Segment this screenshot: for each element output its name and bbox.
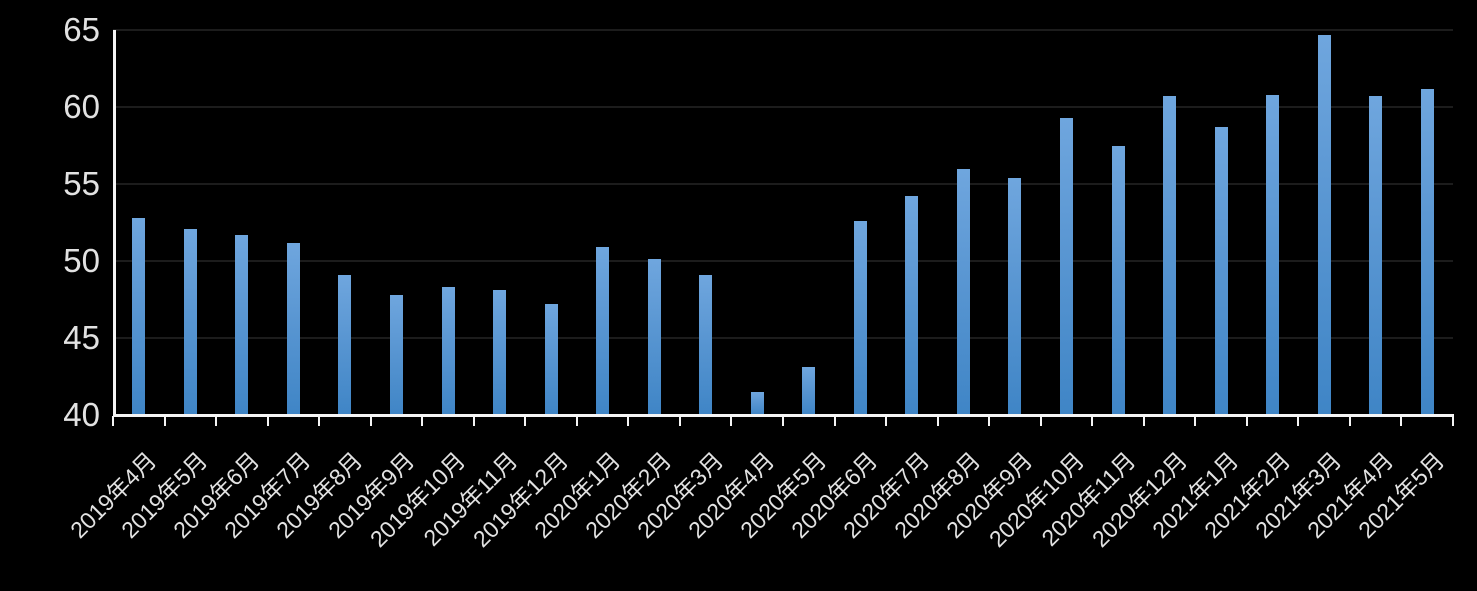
x-axis-tick <box>1452 416 1454 426</box>
bar <box>1163 96 1177 415</box>
y-tick-label: 55 <box>63 165 100 202</box>
x-axis-tick <box>1142 416 1145 426</box>
y-tick-label: 40 <box>63 396 100 433</box>
x-axis-tick <box>988 416 991 426</box>
bar <box>596 247 610 415</box>
bar <box>802 367 816 415</box>
x-axis-tick <box>730 416 733 426</box>
x-axis-line <box>113 414 1454 417</box>
bar <box>544 304 558 415</box>
bar <box>1266 94 1280 415</box>
gridline-50 <box>113 260 1453 262</box>
x-axis-tick <box>782 416 784 426</box>
bar <box>441 287 455 415</box>
bar <box>389 294 403 415</box>
x-axis-tick <box>112 416 114 426</box>
gridline-45 <box>113 337 1453 339</box>
x-axis-tick <box>1297 416 1300 426</box>
x-axis-tick <box>421 416 424 426</box>
y-tick-label: 60 <box>63 88 100 125</box>
x-axis-tick <box>163 416 166 426</box>
x-axis-tick <box>1348 416 1351 426</box>
x-axis-tick <box>1039 416 1042 426</box>
bar <box>235 234 249 415</box>
bar <box>853 220 867 415</box>
bar <box>1369 96 1383 415</box>
x-axis-tick <box>936 416 939 426</box>
gridline-60 <box>113 106 1453 108</box>
x-axis-tick <box>369 416 372 426</box>
x-axis-tick <box>1400 416 1403 426</box>
x-axis-tick <box>1194 416 1197 426</box>
bar <box>699 274 713 415</box>
gridline-65 <box>113 29 1453 31</box>
x-axis-tick <box>885 416 888 426</box>
y-tick-label: 50 <box>63 242 100 279</box>
bar <box>286 242 300 415</box>
x-axis-tick <box>215 416 218 426</box>
bar <box>1420 88 1434 415</box>
bar <box>183 228 197 415</box>
bar <box>1008 177 1022 415</box>
bar <box>905 196 919 415</box>
bar <box>1214 127 1228 415</box>
y-axis-line <box>113 30 116 417</box>
x-axis-tick <box>833 416 836 426</box>
bar <box>1111 145 1125 415</box>
y-tick-label: 45 <box>63 319 100 356</box>
bar <box>493 290 507 415</box>
x-axis-tick <box>627 416 630 426</box>
y-tick-label: 65 <box>63 11 100 48</box>
x-axis-tick <box>472 416 475 426</box>
x-axis-tick <box>318 416 321 426</box>
x-axis-tick <box>678 416 681 426</box>
bar <box>132 217 146 415</box>
bar <box>647 259 661 415</box>
bar <box>956 168 970 415</box>
bar <box>338 274 352 415</box>
gridline-55 <box>113 183 1453 185</box>
x-axis-tick <box>1091 416 1094 426</box>
bar <box>750 391 764 415</box>
x-axis-tick <box>575 416 578 426</box>
x-axis-tick <box>524 416 527 426</box>
bar <box>1059 117 1073 415</box>
x-axis-tick <box>1245 416 1248 426</box>
x-axis-tick <box>266 416 269 426</box>
bar <box>1317 34 1331 415</box>
